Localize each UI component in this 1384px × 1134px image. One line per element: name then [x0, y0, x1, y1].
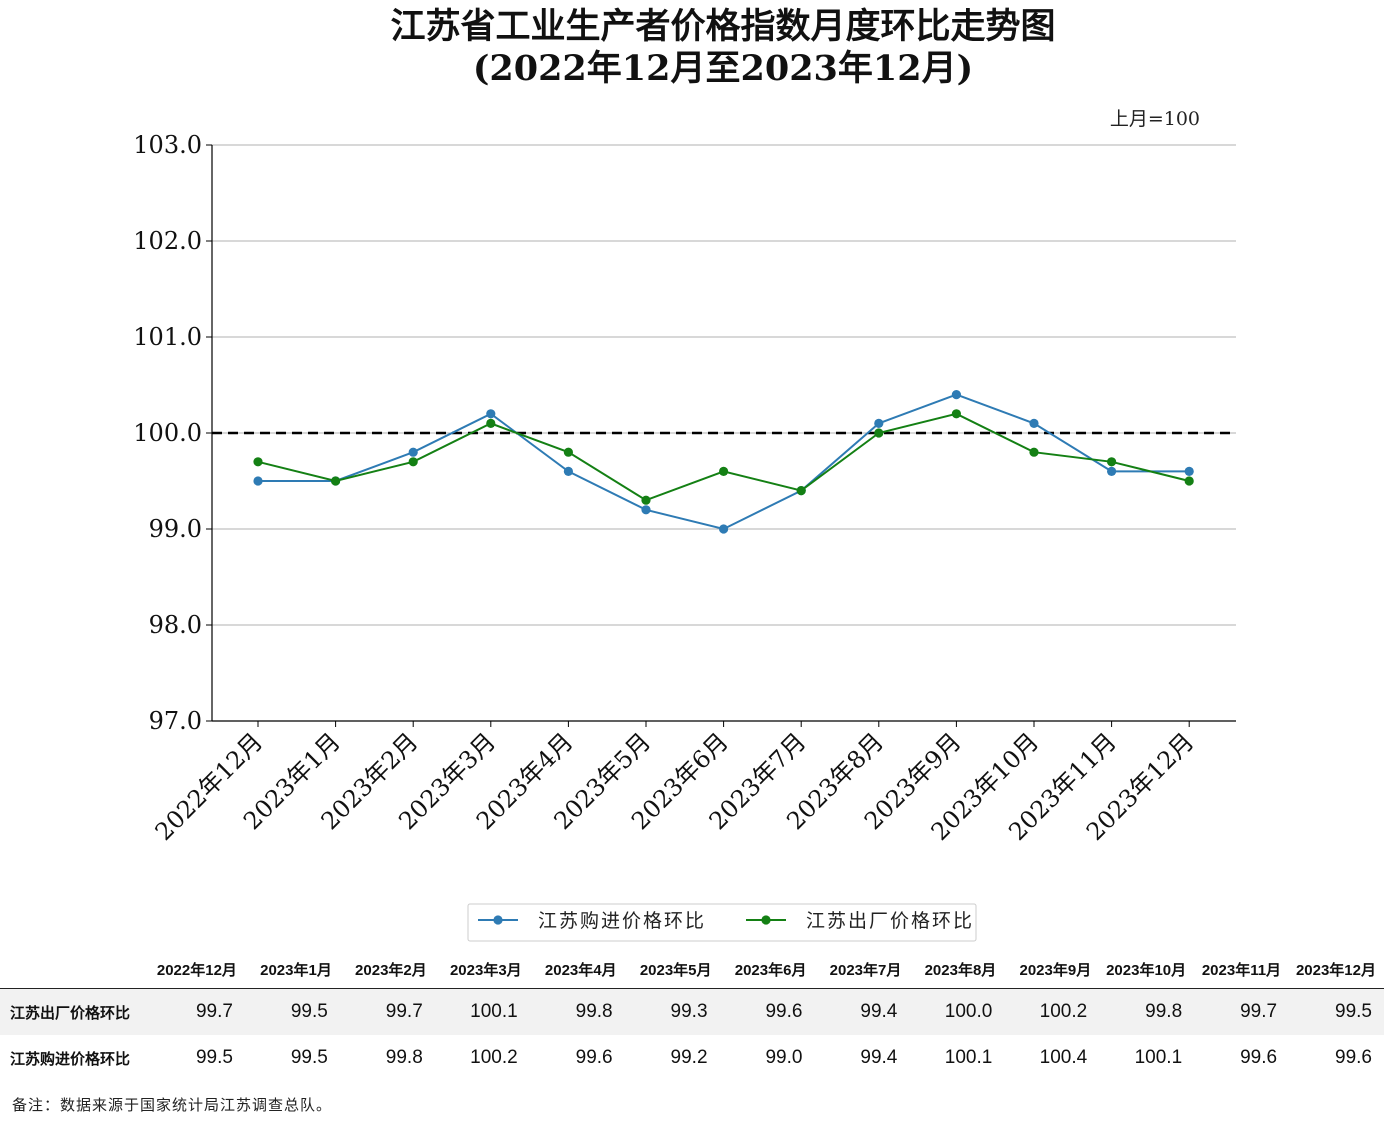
table-column-header: 2023年8月	[909, 950, 1005, 989]
table-cell: 99.7	[1194, 988, 1290, 1035]
data-point	[951, 390, 962, 400]
data-point	[641, 495, 651, 505]
table-cell: 100.4	[1004, 1035, 1100, 1081]
x-tick-labels: 2022年12月2023年1月2023年2月2023年3月2023年4月2023…	[150, 727, 1200, 846]
table-column-header: 2023年6月	[719, 950, 815, 989]
table-cell: 99.6	[529, 1035, 625, 1081]
table-column-header: 2023年2月	[339, 950, 435, 989]
legend: 江苏购进价格环比 江苏出厂价格环比	[467, 903, 977, 942]
data-point	[719, 466, 729, 476]
table-column-header: 2023年11月	[1194, 950, 1290, 989]
data-point	[719, 524, 729, 534]
data-point	[874, 418, 884, 428]
table-cell: 99.4	[814, 988, 910, 1035]
y-tick-label: 99.0	[149, 515, 202, 543]
data-point	[253, 457, 263, 467]
table-cell: 99.5	[1289, 988, 1384, 1035]
table-column-header: 2023年7月	[814, 950, 910, 989]
data-point	[874, 428, 884, 438]
table-column-header: 2023年1月	[244, 950, 340, 989]
legend-swatch-marker	[493, 915, 503, 925]
table-cell: 99.4	[814, 1035, 910, 1081]
table-column-header: 2023年12月	[1289, 950, 1384, 989]
table-cell: 99.6	[1194, 1035, 1290, 1081]
table-row-label: 江苏出厂价格环比	[0, 988, 150, 1035]
table-column-header: 2023年4月	[529, 950, 625, 989]
data-point	[408, 447, 418, 457]
table-cell: 100.0	[909, 988, 1005, 1035]
axes	[206, 144, 1236, 727]
series	[253, 390, 1194, 534]
table-cell: 99.8	[1099, 988, 1195, 1035]
table-cell: 99.6	[719, 988, 815, 1035]
data-point	[563, 466, 574, 476]
y-tick-labels: 97.0 98.0 99.0 100.0 101.0 102.0 103.0	[133, 131, 202, 735]
data-table: 2022年12月 2023年1月 2023年2月 2023年3月 2023年4月 2023…	[0, 950, 1384, 1081]
chart-subtitle: (2022年12月至2023年12月)	[473, 48, 973, 89]
data-point	[253, 476, 263, 486]
table-column-header: 2023年9月	[1004, 950, 1100, 989]
table-cell: 99.5	[150, 1035, 245, 1081]
table-cell: 100.1	[909, 1035, 1005, 1081]
table-row-label: 江苏购进价格环比	[0, 1035, 150, 1081]
line-chart: 江苏省工业生产者价格指数月度环比走势图 (2022年12月至2023年12月) …	[133, 6, 1236, 942]
chart-title: 江苏省工业生产者价格指数月度环比走势图	[390, 6, 1055, 47]
table-cell: 99.6	[1289, 1035, 1384, 1081]
data-point	[408, 457, 418, 467]
data-point	[1029, 418, 1039, 428]
table-cell: 99.3	[624, 988, 720, 1035]
data-point	[1107, 466, 1117, 476]
data-point	[331, 476, 341, 486]
legend-item: 江苏出厂价格环比	[746, 910, 974, 932]
data-point	[1184, 466, 1194, 476]
data-point	[951, 409, 962, 419]
unit-note: 上月=100	[1110, 108, 1200, 130]
legend-swatch-marker	[761, 915, 771, 925]
legend-label: 江苏购进价格环比	[538, 910, 706, 932]
table-corner-cell	[0, 950, 150, 989]
legend-frame	[467, 903, 977, 942]
y-tick-label: 100.0	[133, 419, 202, 447]
y-tick-label: 102.0	[133, 227, 202, 255]
table-cell: 99.0	[719, 1035, 815, 1081]
table-header-row: 2022年12月 2023年1月 2023年2月 2023年3月 2023年4月 2023…	[0, 950, 1384, 989]
table-column-header: 2023年10月	[1099, 950, 1195, 989]
data-point	[1107, 457, 1117, 467]
data-point	[486, 409, 496, 419]
table-cell: 99.5	[244, 988, 340, 1035]
series-purchase	[253, 390, 1194, 534]
table-column-header: 2022年12月	[150, 950, 245, 989]
table-cell: 99.7	[150, 988, 245, 1035]
table-cell: 100.2	[1004, 988, 1100, 1035]
y-tick-label: 97.0	[149, 707, 202, 735]
table-row: 江苏出厂价格环比 99.7 99.5 99.7 100.1 99.8 99.3 99.6 99.…	[0, 988, 1384, 1035]
table-cell: 99.8	[339, 1035, 435, 1081]
data-point	[1184, 476, 1194, 486]
data-point	[796, 486, 806, 496]
table-column-header: 2023年3月	[434, 950, 530, 989]
table-cell: 100.1	[434, 988, 530, 1035]
footnote: 备注：数据来源于国家统计局江苏调查总队。	[12, 1096, 333, 1114]
y-tick-label: 103.0	[133, 131, 202, 159]
data-point	[563, 447, 574, 457]
y-tick-label: 98.0	[149, 611, 202, 639]
grid-lines	[212, 144, 1236, 626]
table-cell: 99.8	[529, 988, 625, 1035]
series-line	[258, 393, 1190, 531]
table-cell: 99.2	[624, 1035, 720, 1081]
legend-item: 江苏购进价格环比	[478, 910, 706, 932]
data-point	[1029, 447, 1039, 457]
table-cell: 99.5	[244, 1035, 340, 1081]
data-point	[486, 418, 496, 428]
data-point	[641, 505, 651, 515]
table-row: 江苏购进价格环比 99.5 99.5 99.8 100.2 99.6 99.2 99.0 99.…	[0, 1035, 1384, 1081]
y-tick-label: 101.0	[133, 323, 202, 351]
legend-label: 江苏出厂价格环比	[806, 910, 974, 932]
table-column-header: 2023年5月	[624, 950, 720, 989]
table-cell: 99.7	[339, 988, 435, 1035]
series-ex-factory	[253, 409, 1194, 505]
table-cell: 100.2	[434, 1035, 530, 1081]
table-cell: 100.1	[1099, 1035, 1195, 1081]
